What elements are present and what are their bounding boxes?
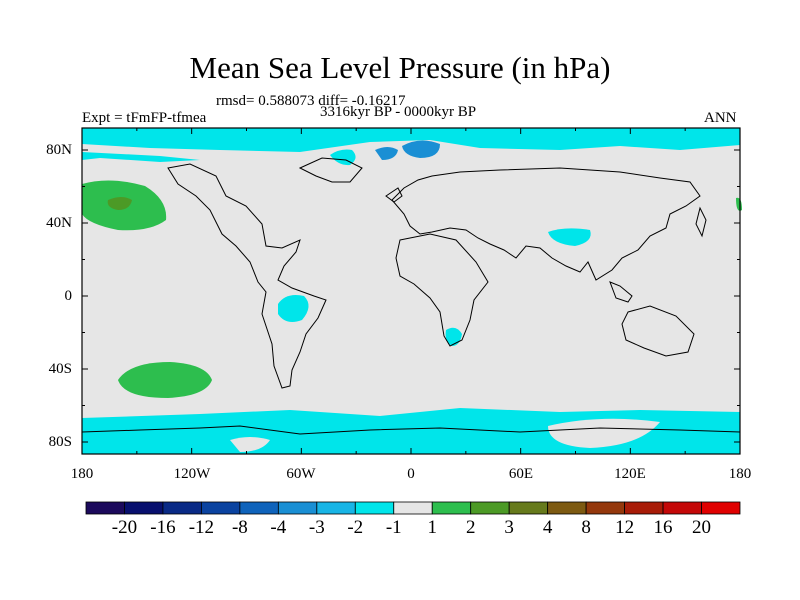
rmsd-stats: rmsd= 0.588073 diff= -0.16217 (216, 93, 406, 109)
tibet-anomaly (548, 228, 591, 246)
southern-africa-anomaly (445, 327, 462, 346)
amazon-anomaly (278, 295, 309, 322)
colorbar-swatch (316, 501, 356, 515)
africa-coast (395, 233, 489, 347)
colorbar-swatch (624, 501, 664, 515)
colorbar-label: 3 (504, 517, 514, 538)
antarctic-neutral-patch-2 (230, 437, 270, 452)
map-background (82, 128, 740, 454)
lat-label-40s: 40S (48, 361, 72, 377)
colorbar-swatch (201, 501, 241, 515)
colorbar-label: -2 (347, 517, 364, 538)
colorbar-label: 20 (692, 517, 712, 538)
colorbar-label: -3 (308, 517, 325, 538)
americas-coast (167, 163, 327, 389)
lat-label-0: 0 (64, 288, 73, 304)
colorbar-label: 2 (465, 517, 476, 538)
colorbar-swatch (277, 501, 318, 515)
lon-label-120w: 120W (173, 466, 211, 482)
colorbar-label: 16 (653, 517, 673, 538)
colorbar-label: -8 (231, 517, 248, 538)
colorbar-label: 4 (542, 517, 553, 538)
colorbar-swatch (124, 501, 164, 515)
colorbar-swatch (701, 501, 741, 515)
antarctica-coast (81, 425, 741, 435)
eurasia-coast (391, 167, 701, 281)
lon-label-120e: 120E (614, 466, 646, 482)
season-label: ANN (704, 110, 737, 126)
page-title: Mean Sea Level Pressure (in hPa) (189, 50, 611, 85)
period-label: 3316kyr BP - 0000kyr BP (320, 104, 477, 120)
colorbar-swatch (162, 501, 202, 515)
colorbar-swatch (470, 501, 510, 515)
experiment-label: Expt = tFmFP-tfmea (82, 110, 207, 126)
lon-label-60e: 60E (508, 466, 534, 482)
colorbar-label: -1 (385, 517, 402, 538)
colorbar-label: -4 (270, 517, 287, 538)
north-pacific-core (107, 197, 132, 210)
colorbar-label: -16 (150, 517, 176, 538)
anomaly-fields (82, 128, 742, 454)
colorbar-swatch (508, 501, 549, 515)
british-isles-coast (385, 187, 403, 203)
indonesia-coast (609, 281, 633, 303)
colorbar (85, 501, 741, 515)
colorbar-swatch (239, 501, 279, 515)
colorbar-label: 1 (427, 517, 437, 538)
south-pacific-positive-anomaly (118, 362, 212, 398)
antarctic-neutral-patch (548, 418, 660, 448)
colorbar-label: -20 (111, 517, 138, 538)
colorbar-swatch (431, 501, 472, 515)
arctic-negative-anomaly (82, 128, 740, 152)
colorbar-label: 12 (615, 517, 635, 538)
arctic-negative-anomaly-edge (82, 152, 200, 162)
lat-label-80s: 80S (48, 434, 72, 450)
arctic-minus2-patch (375, 147, 398, 160)
lon-label-60w: 60W (286, 466, 316, 482)
colorbar-swatch (662, 501, 702, 515)
lon-label-180w: 180 (70, 466, 94, 482)
lat-label-40n: 40N (46, 215, 72, 231)
colorbar-swatch (393, 501, 433, 515)
colorbar-swatch (547, 501, 587, 515)
colorbar-label: -12 (188, 517, 215, 538)
axis-ticks (81, 128, 741, 454)
lon-label-180e: 180 (728, 466, 752, 482)
japan-coast (695, 206, 707, 238)
australia-coast (621, 305, 695, 357)
lon-label-0: 0 (407, 466, 415, 482)
colorbar-swatch (585, 501, 625, 515)
colorbar-swatch (85, 501, 125, 515)
colorbar-label: 8 (581, 517, 591, 538)
coastlines (81, 157, 741, 435)
colorbar-swatch (354, 501, 395, 515)
lat-label-80n: 80N (46, 142, 72, 158)
greenland-coast (298, 157, 363, 183)
barents-minus2-patch (402, 140, 440, 158)
